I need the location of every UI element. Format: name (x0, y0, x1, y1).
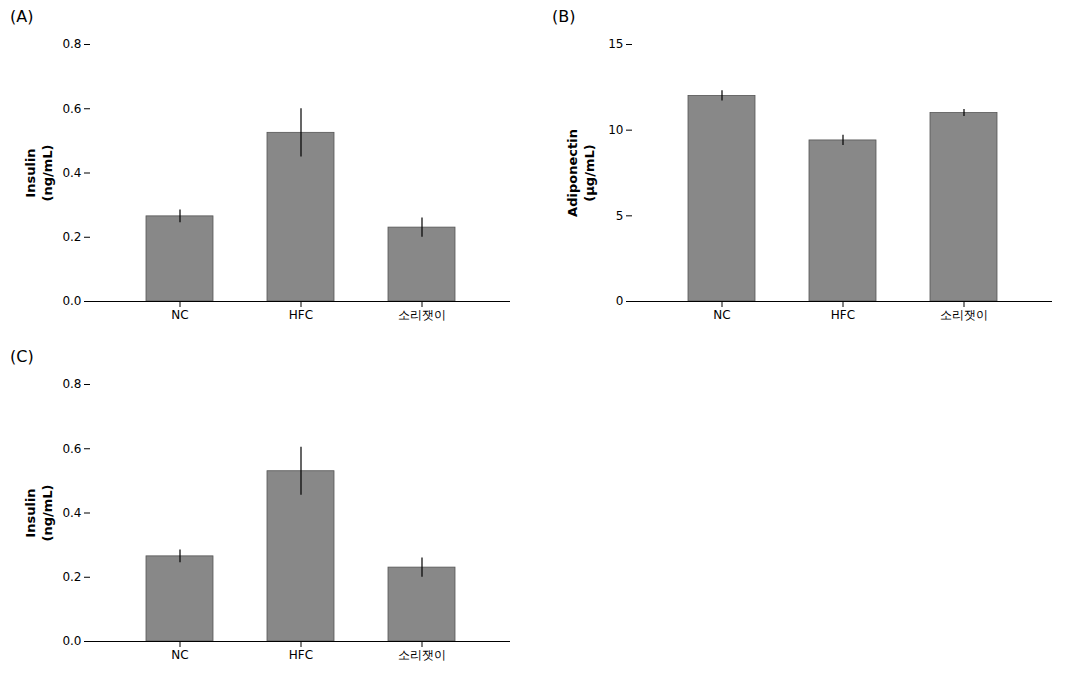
svg-text:0.0: 0.0 (62, 634, 81, 648)
svg-text:Insulin(ng/mL): Insulin(ng/mL) (23, 484, 55, 541)
svg-text:Adiponectin(μg/mL): Adiponectin(μg/mL) (565, 129, 597, 217)
html-text:(B): (B) (552, 7, 576, 26)
svg-text:0.2: 0.2 (62, 230, 81, 244)
svg-text:0: 0 (616, 294, 624, 308)
svg-text:0.6: 0.6 (62, 442, 81, 456)
svg-text:NC: NC (713, 308, 730, 322)
svg-text:0.4: 0.4 (62, 166, 81, 180)
svg-text:0.2: 0.2 (62, 570, 81, 584)
svg-text:5: 5 (616, 209, 624, 223)
svg-text:15: 15 (608, 37, 623, 51)
svg-text:NC: NC (171, 308, 188, 322)
svg-text:0.8: 0.8 (62, 37, 81, 51)
svg-text:0.4: 0.4 (62, 506, 81, 520)
svg-text:0.6: 0.6 (62, 102, 81, 116)
svg-text:0.8: 0.8 (62, 377, 81, 391)
svg-text:HFC: HFC (289, 648, 313, 662)
svg-text:소리잿이: 소리잿이 (398, 648, 446, 662)
svg-text:10: 10 (608, 123, 623, 137)
svg-text:소리잿이: 소리잿이 (940, 308, 988, 322)
html-text:(C): (C) (10, 347, 34, 366)
svg-text:Insulin(ng/mL): Insulin(ng/mL) (23, 144, 55, 201)
svg-text:0.0: 0.0 (62, 294, 81, 308)
svg-text:NC: NC (171, 648, 188, 662)
svg-text:HFC: HFC (831, 308, 855, 322)
svg-text:소리잿이: 소리잿이 (398, 308, 446, 322)
svg-text:HFC: HFC (289, 308, 313, 322)
html-text:(A): (A) (10, 7, 34, 26)
